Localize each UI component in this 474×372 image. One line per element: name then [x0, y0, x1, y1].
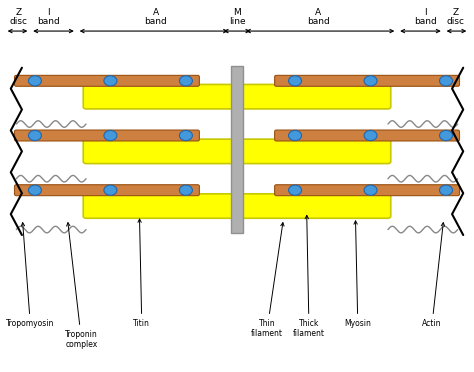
Text: I: I: [424, 8, 427, 17]
Text: Thick
filament: Thick filament: [293, 215, 325, 339]
Text: line: line: [228, 17, 246, 26]
Circle shape: [289, 185, 301, 195]
Text: disc: disc: [447, 17, 465, 26]
Text: A: A: [315, 8, 321, 17]
Text: I: I: [47, 8, 50, 17]
Text: Thin
filament: Thin filament: [251, 222, 284, 339]
Circle shape: [364, 185, 377, 195]
FancyBboxPatch shape: [83, 84, 234, 109]
Text: disc: disc: [9, 17, 27, 26]
Text: A: A: [153, 8, 159, 17]
FancyBboxPatch shape: [15, 185, 200, 196]
Circle shape: [364, 131, 377, 141]
Circle shape: [28, 76, 41, 86]
Text: Z: Z: [16, 8, 22, 17]
Circle shape: [104, 131, 117, 141]
Bar: [231, 66, 243, 233]
Circle shape: [179, 185, 192, 195]
Circle shape: [179, 131, 192, 141]
Text: Titin: Titin: [133, 219, 150, 328]
Text: Troponin
complex: Troponin complex: [65, 223, 98, 349]
Circle shape: [289, 131, 301, 141]
Circle shape: [104, 76, 117, 86]
Circle shape: [364, 76, 377, 86]
Text: Myosin: Myosin: [344, 221, 371, 328]
FancyBboxPatch shape: [240, 194, 391, 218]
Text: band: band: [307, 17, 329, 26]
Circle shape: [439, 76, 453, 86]
Text: Z: Z: [452, 8, 458, 17]
FancyBboxPatch shape: [83, 194, 234, 218]
Text: band: band: [414, 17, 437, 26]
FancyBboxPatch shape: [15, 76, 200, 86]
Circle shape: [179, 76, 192, 86]
Circle shape: [439, 185, 453, 195]
Circle shape: [439, 131, 453, 141]
FancyBboxPatch shape: [240, 139, 391, 164]
Circle shape: [28, 131, 41, 141]
FancyBboxPatch shape: [83, 139, 234, 164]
Text: M: M: [233, 8, 241, 17]
Circle shape: [289, 76, 301, 86]
FancyBboxPatch shape: [274, 76, 459, 86]
Text: band: band: [145, 17, 167, 26]
Circle shape: [28, 185, 41, 195]
FancyBboxPatch shape: [274, 185, 459, 196]
Text: Tropomyosin: Tropomyosin: [6, 223, 55, 328]
Text: Actin: Actin: [422, 223, 445, 328]
Circle shape: [104, 185, 117, 195]
Text: band: band: [37, 17, 60, 26]
FancyBboxPatch shape: [274, 130, 459, 141]
FancyBboxPatch shape: [15, 130, 200, 141]
FancyBboxPatch shape: [240, 84, 391, 109]
